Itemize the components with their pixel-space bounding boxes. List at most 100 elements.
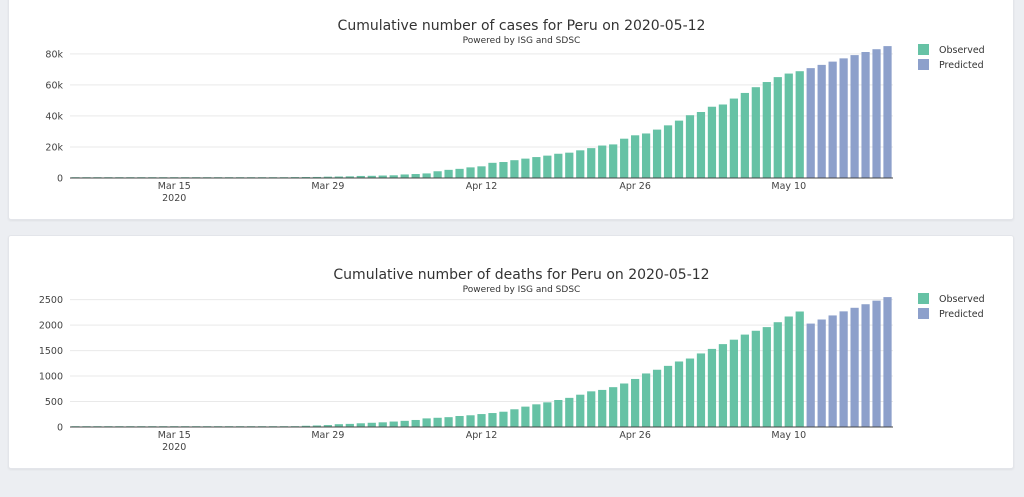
bar[interactable] — [883, 46, 892, 178]
bar[interactable] — [444, 169, 453, 178]
bar[interactable] — [389, 421, 398, 427]
bar[interactable] — [345, 423, 354, 427]
legend-item-observed[interactable]: Observed — [918, 44, 985, 56]
bar[interactable] — [762, 327, 771, 427]
bar[interactable] — [499, 411, 508, 427]
bar[interactable] — [806, 323, 815, 427]
bar[interactable] — [587, 391, 596, 427]
bar[interactable] — [576, 394, 585, 427]
bar[interactable] — [400, 174, 409, 178]
bar[interactable] — [718, 104, 728, 178]
bar[interactable] — [433, 171, 442, 178]
bar[interactable] — [861, 304, 870, 427]
bar[interactable] — [422, 418, 431, 427]
bar[interactable] — [828, 315, 837, 427]
bar[interactable] — [784, 73, 793, 178]
bar[interactable] — [806, 68, 815, 178]
bar[interactable] — [521, 406, 530, 427]
legend-item-predicted[interactable]: Predicted — [918, 308, 984, 320]
bar[interactable] — [641, 133, 651, 178]
bar[interactable] — [828, 61, 837, 178]
bar[interactable] — [850, 307, 859, 427]
bar[interactable] — [532, 157, 541, 178]
bar[interactable] — [696, 353, 706, 427]
bar[interactable] — [598, 389, 607, 427]
bar[interactable] — [345, 176, 354, 178]
bar[interactable] — [455, 168, 464, 178]
bar[interactable] — [521, 158, 530, 178]
bar[interactable] — [334, 424, 343, 427]
bar[interactable] — [795, 311, 804, 427]
bar[interactable] — [795, 71, 804, 178]
bar[interactable] — [707, 348, 717, 427]
bar[interactable] — [773, 322, 782, 427]
bar[interactable] — [499, 162, 508, 178]
bar[interactable] — [378, 175, 387, 178]
bar[interactable] — [477, 166, 486, 178]
bar[interactable] — [323, 425, 332, 427]
bar[interactable] — [554, 153, 563, 178]
bar[interactable] — [696, 111, 706, 178]
bar[interactable] — [631, 378, 640, 427]
bar[interactable] — [444, 417, 453, 427]
bar[interactable] — [620, 138, 629, 178]
bar[interactable] — [707, 106, 717, 178]
bar[interactable] — [488, 413, 497, 427]
bar[interactable] — [609, 387, 618, 427]
bar[interactable] — [433, 417, 442, 427]
bar[interactable] — [587, 148, 596, 178]
bar[interactable] — [466, 167, 475, 178]
bar[interactable] — [641, 373, 651, 427]
bar[interactable] — [411, 174, 420, 178]
bar[interactable] — [411, 419, 420, 427]
bar[interactable] — [631, 135, 640, 178]
bar[interactable] — [872, 49, 881, 179]
bar[interactable] — [850, 55, 859, 178]
bar[interactable] — [817, 64, 826, 178]
bar[interactable] — [323, 176, 332, 178]
bar[interactable] — [652, 129, 662, 178]
bar[interactable] — [674, 361, 684, 427]
bar[interactable] — [652, 369, 662, 427]
bar[interactable] — [422, 173, 431, 178]
bar[interactable] — [784, 316, 793, 427]
bar[interactable] — [312, 425, 322, 427]
bar[interactable] — [762, 82, 771, 178]
bar[interactable] — [356, 175, 365, 178]
legend-item-predicted[interactable]: Predicted — [918, 59, 984, 71]
bar[interactable] — [400, 420, 409, 427]
bar[interactable] — [532, 404, 541, 427]
bar[interactable] — [839, 311, 848, 427]
bar[interactable] — [367, 175, 376, 178]
bar[interactable] — [301, 425, 311, 427]
bar[interactable] — [510, 160, 519, 178]
bar[interactable] — [367, 422, 376, 427]
bar[interactable] — [817, 319, 826, 427]
bar[interactable] — [751, 330, 760, 427]
bar[interactable] — [312, 176, 322, 178]
bar[interactable] — [740, 334, 749, 427]
bar[interactable] — [466, 415, 475, 427]
bar[interactable] — [609, 144, 618, 178]
bar[interactable] — [872, 300, 881, 427]
bar[interactable] — [740, 92, 749, 178]
bar[interactable] — [718, 344, 728, 427]
bar[interactable] — [356, 423, 365, 427]
bar[interactable] — [488, 162, 497, 178]
bar[interactable] — [883, 297, 892, 427]
bar[interactable] — [685, 358, 695, 427]
bar[interactable] — [543, 402, 552, 427]
bar[interactable] — [839, 58, 848, 178]
bar[interactable] — [598, 145, 607, 178]
bar[interactable] — [674, 120, 684, 178]
bar[interactable] — [565, 152, 574, 178]
bar[interactable] — [729, 98, 739, 178]
bar[interactable] — [861, 52, 870, 178]
bar[interactable] — [565, 397, 574, 427]
bar[interactable] — [576, 150, 585, 178]
bar[interactable] — [378, 422, 387, 427]
bar[interactable] — [620, 383, 629, 427]
bar[interactable] — [334, 176, 343, 178]
bar[interactable] — [477, 414, 486, 427]
bar[interactable] — [773, 77, 782, 178]
